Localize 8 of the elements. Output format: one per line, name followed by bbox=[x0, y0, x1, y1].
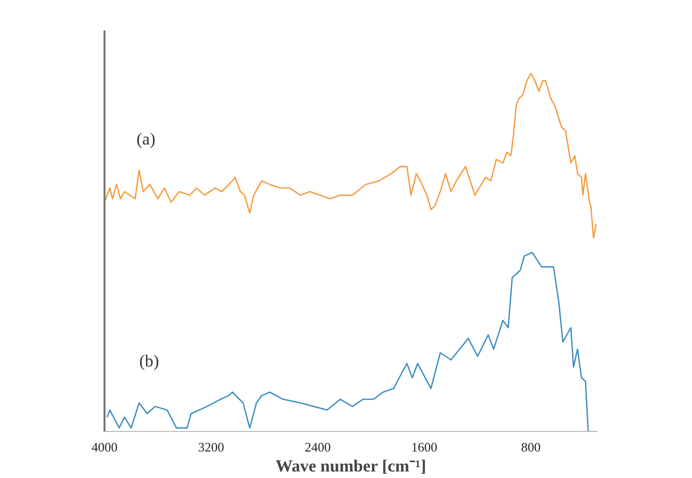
series-label: (b) bbox=[139, 352, 160, 371]
x-tick-label: 4000 bbox=[92, 440, 118, 454]
x-tick-label: 3200 bbox=[198, 440, 224, 454]
x-tick-label: 1600 bbox=[411, 440, 438, 454]
x-tick-label: 2400 bbox=[304, 440, 331, 454]
x-tick-label: 800 bbox=[521, 440, 541, 454]
x-axis-title: Wave number [cm⁻¹] bbox=[276, 456, 426, 476]
series-label: (a) bbox=[136, 130, 156, 149]
